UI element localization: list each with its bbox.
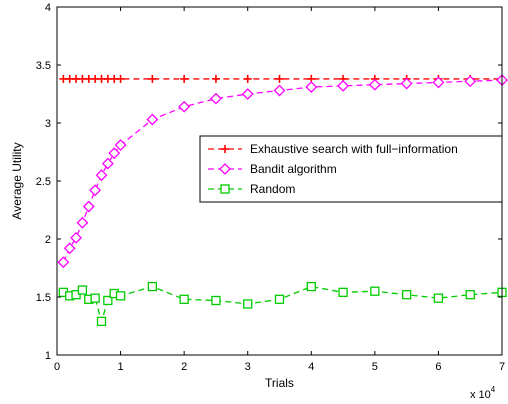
data-point	[337, 79, 349, 92]
data-point	[432, 76, 445, 89]
y-axis-label: Average Utility	[10, 142, 24, 219]
legend-entry-1: Bandit algorithm	[208, 162, 337, 176]
data-point	[433, 293, 444, 303]
data-point	[147, 281, 158, 292]
data-point	[211, 295, 221, 306]
series-2	[58, 281, 507, 327]
data-point	[305, 81, 318, 93]
legend-marker	[220, 184, 230, 194]
x-exponent-power: 4	[491, 385, 496, 394]
y-tick-label: 3	[45, 118, 51, 130]
data-point	[211, 74, 220, 83]
labels-layer: Trials Average Utility x 104	[10, 142, 496, 401]
data-point	[115, 291, 126, 301]
y-tick-label: 3.5	[36, 60, 51, 72]
legend-label: Bandit algorithm	[250, 162, 337, 176]
series-0	[59, 74, 506, 83]
data-point	[96, 316, 107, 327]
data-point	[273, 84, 286, 97]
x-exponent-label: x 104	[470, 385, 496, 401]
legend-box	[199, 135, 503, 203]
data-point	[465, 290, 475, 300]
data-point	[274, 294, 285, 304]
data-point	[95, 169, 108, 182]
data-point	[89, 184, 102, 197]
data-point	[101, 157, 114, 170]
legend-marker	[219, 163, 231, 175]
data-point	[401, 290, 412, 300]
axes-layer: 0 1 2 3 4 5 6 711.522.533.54	[36, 2, 505, 373]
data-point	[116, 74, 125, 83]
x-tick-label: 6	[435, 361, 441, 373]
x-tick-label: 3	[245, 361, 251, 373]
y-tick-label: 1.5	[36, 292, 51, 304]
data-point	[76, 216, 89, 229]
data-point	[243, 74, 252, 83]
y-tick-label: 1	[45, 350, 51, 362]
x-tick-label: 1	[118, 361, 124, 373]
data-point	[178, 100, 191, 113]
x-axis-label: Trials	[265, 376, 294, 390]
data-point	[82, 200, 95, 213]
data-point	[63, 242, 76, 255]
x-tick-label: 5	[372, 361, 378, 373]
data-point	[108, 147, 121, 160]
data-point	[275, 74, 284, 83]
x-exponent-base: x 10	[470, 389, 491, 401]
data-point	[103, 295, 113, 306]
x-tick-label: 2	[181, 361, 187, 373]
data-point	[306, 281, 316, 292]
legend-entry-2: Random	[208, 182, 295, 196]
x-tick-label: 4	[308, 361, 314, 373]
series-1	[57, 74, 508, 269]
data-point	[57, 256, 70, 269]
data-point	[241, 88, 254, 100]
data-point	[180, 74, 189, 83]
data-point	[77, 285, 88, 295]
y-tick-label: 2.5	[36, 176, 51, 188]
legend-label: Random	[250, 182, 295, 196]
data-point	[90, 293, 100, 303]
legend-marker	[221, 145, 229, 153]
data-point	[148, 74, 157, 83]
series-line	[62, 79, 503, 263]
legend-entry-0: Exhaustive search with full−information	[208, 142, 458, 156]
data-point	[464, 75, 477, 88]
data-point	[114, 139, 127, 151]
data-point	[243, 299, 253, 309]
data-point	[400, 77, 413, 90]
data-point	[179, 294, 189, 304]
x-tick-label: 7	[499, 361, 505, 373]
series-layer	[57, 74, 508, 327]
data-point	[368, 78, 381, 91]
series-line	[63, 285, 503, 324]
legend-label: Exhaustive search with full−information	[250, 142, 458, 156]
data-point	[70, 231, 82, 244]
data-point	[146, 113, 159, 126]
x-tick-label: 0	[54, 361, 60, 373]
legend: Exhaustive search with full−information B…	[199, 135, 503, 203]
y-tick-label: 4	[45, 2, 51, 14]
data-point	[210, 92, 222, 105]
data-point	[370, 286, 380, 296]
y-tick-label: 2	[45, 234, 51, 246]
data-point	[338, 287, 348, 298]
